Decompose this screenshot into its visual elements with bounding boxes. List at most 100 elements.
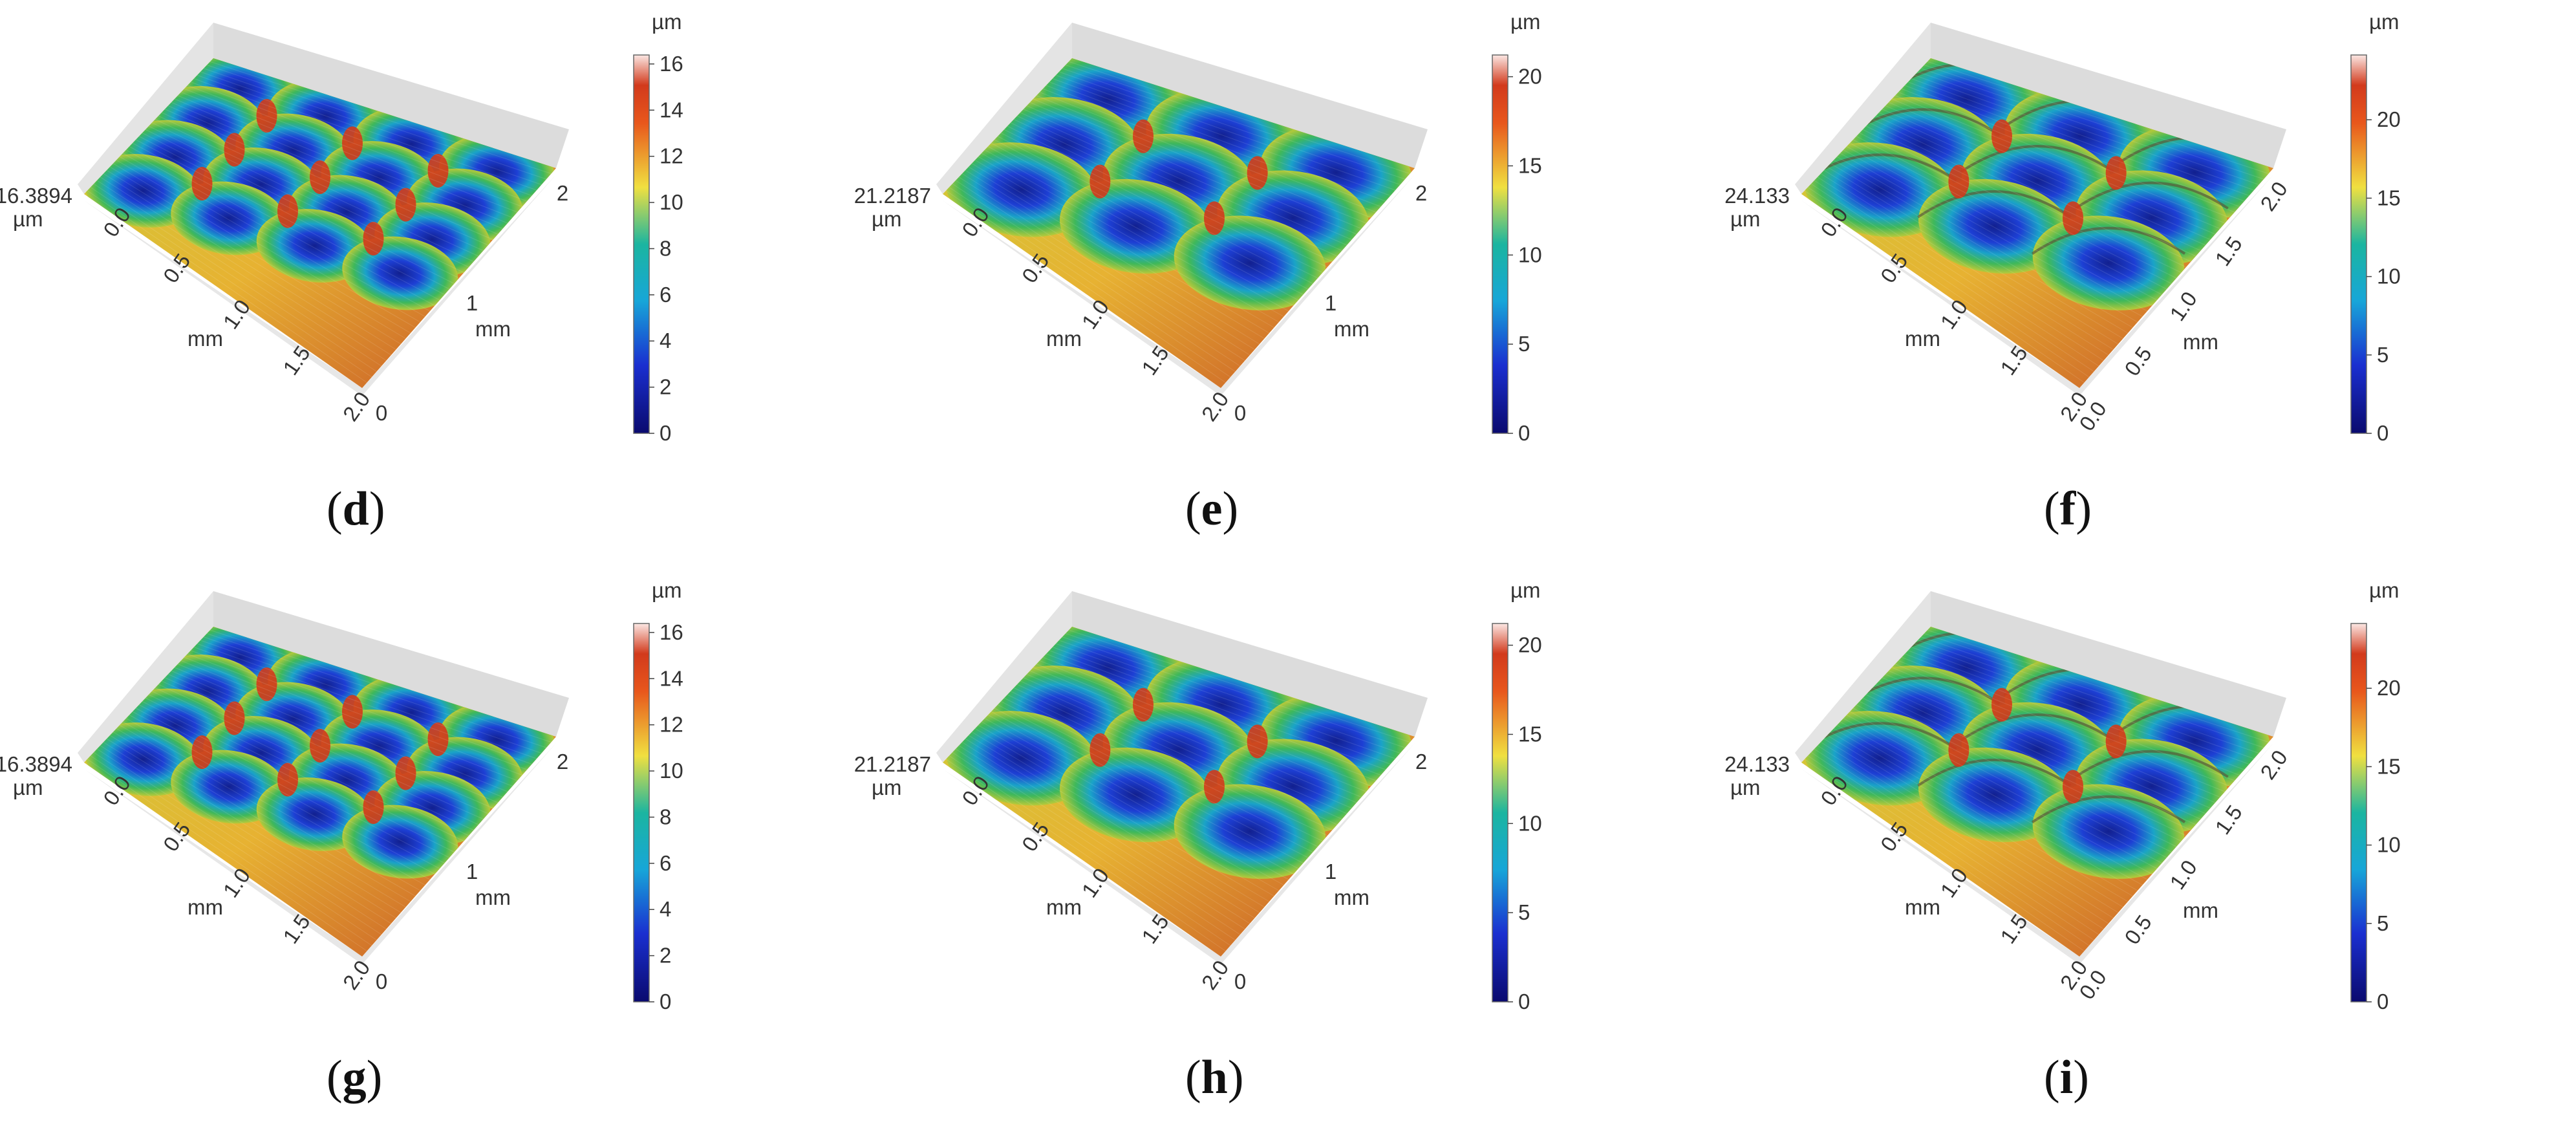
- colorbar-tick-label: 10: [660, 190, 683, 214]
- colorbar: [1492, 54, 1508, 434]
- surface-panel-i: 24.133 µm 0.0 0.5 1.0 1.5 2.0 mm 0.0 0.5 1.0 1.5 2.0…: [1717, 568, 2576, 1137]
- x-unit-label: mm: [1905, 327, 1940, 351]
- panel-caption: (f): [2044, 482, 2092, 536]
- y-tick-label: 1.0: [2165, 287, 2202, 325]
- x-tick-label: 2.0: [338, 956, 375, 994]
- y-tick-label: 1.5: [2210, 232, 2247, 270]
- dimple: [2032, 784, 2185, 879]
- x-unit-label: mm: [1905, 895, 1940, 919]
- colorbar-tick-label: 4: [660, 329, 671, 352]
- dimple: [1060, 747, 1212, 843]
- colorbar: [2350, 623, 2367, 1002]
- panel-caption: (g): [327, 1051, 383, 1104]
- colorbar-tick-label: 5: [2377, 343, 2388, 367]
- dimple: [1174, 784, 1326, 879]
- dimple: [1804, 711, 1956, 806]
- y-tick-label: 1: [1325, 291, 1336, 315]
- y-tick-label: 2.0: [2255, 177, 2292, 215]
- colorbar-tick-label: 15: [1518, 722, 1542, 746]
- colorbar-tick-label: 5: [2377, 911, 2388, 935]
- colorbar-unit: µm: [652, 10, 682, 34]
- colorbar-tick-label: 2: [660, 375, 671, 399]
- y-tick-label: 0: [1234, 969, 1246, 993]
- colorbar-tick-label: 0: [1518, 421, 1530, 445]
- y-tick-label: 1.0: [2165, 856, 2202, 894]
- colorbar-tick-label: 10: [2377, 265, 2401, 288]
- colorbar-tick-label: 5: [1518, 900, 1530, 924]
- y-tick-label: 1: [466, 860, 478, 883]
- panel-caption-letter: e: [1201, 482, 1223, 536]
- dimple: [1804, 142, 1956, 237]
- colorbar-tick-label: 16: [660, 620, 683, 644]
- colorbar-tick-label: 14: [660, 98, 683, 122]
- colorbar-tick-label: 0: [660, 421, 671, 445]
- z-max-label: 24.133: [1724, 184, 1790, 208]
- colorbar-tick-label: 12: [660, 144, 683, 168]
- y-unit-label: mm: [2183, 330, 2218, 354]
- colorbar: [1492, 623, 1508, 1002]
- z-max-label: 16.3894: [0, 184, 72, 208]
- x-tick-label: 2.0: [338, 387, 375, 426]
- y-tick-label: 2: [1415, 750, 1427, 774]
- y-tick-label: 2: [557, 750, 568, 774]
- colorbar-tick-label: 8: [660, 236, 671, 260]
- z-unit-label: µm: [13, 775, 43, 799]
- panel-caption: (h): [1185, 1051, 1244, 1104]
- x-unit-label: mm: [1046, 327, 1082, 351]
- y-tick-label: 2: [1415, 181, 1427, 205]
- colorbar-tick-label: 8: [660, 805, 671, 828]
- y-tick-label: 0: [376, 401, 387, 425]
- y-tick-label: 1: [466, 291, 478, 315]
- x-tick-label: 2.0: [1197, 956, 1234, 994]
- y-tick-label: 0: [376, 969, 387, 993]
- dimple: [945, 142, 1097, 237]
- colorbar-tick-label: 0: [2377, 421, 2388, 445]
- x-unit-label: mm: [188, 327, 223, 351]
- x-tick-label: 2.0: [1197, 387, 1234, 426]
- colorbar-unit: µm: [2369, 578, 2399, 602]
- colorbar-tick-label: 0: [2377, 990, 2388, 1013]
- panel-caption-letter: i: [2059, 1051, 2074, 1104]
- surface-panel-h: 21.2187 µm 0.0 0.5 1.0 1.5 2.0 mm 0 1 2 mm µm 0 5 10 15 2…: [854, 568, 1717, 1137]
- panel-caption: (e): [1185, 482, 1239, 536]
- colorbar-tick-label: 15: [2377, 754, 2401, 778]
- z-max-label: 24.133: [1724, 752, 1790, 776]
- z-unit-label: µm: [872, 775, 902, 799]
- colorbar-tick-label: 10: [1518, 811, 1542, 835]
- surface-panel-d: 16.3894 µm 0.0 0.5 1.0 1.5 2.0 mm 0 1 2 mm µm 0 2 4 6 8 10…: [0, 0, 859, 568]
- dimple: [2032, 215, 2185, 310]
- colorbar-unit: µm: [1510, 578, 1541, 602]
- colorbar-tick-label: 14: [660, 666, 683, 690]
- y-tick-label: 0.5: [2120, 342, 2156, 380]
- panel-caption: (d): [327, 482, 385, 536]
- colorbar: [633, 623, 650, 1002]
- surface-panel-f: 24.133 µm 0.0 0.5 1.0 1.5 2.0 mm 0.0 0.5 1.0 1.5 2.0…: [1717, 0, 2576, 568]
- y-unit-label: mm: [475, 317, 511, 341]
- colorbar-tick-label: 20: [1518, 633, 1542, 657]
- colorbar-tick-label: 10: [660, 759, 683, 783]
- x-unit-label: mm: [188, 895, 223, 919]
- y-tick-label: 2: [557, 181, 568, 205]
- colorbar-tick-label: 0: [660, 990, 671, 1013]
- surface-panel-e: 21.2187 µm 0.0 0.5 1.0 1.5 2.0 mm 0 1 2 mm µm 0 5 10 15 2…: [854, 0, 1717, 568]
- colorbar-tick-label: 2: [660, 944, 671, 968]
- z-max-label: 16.3894: [0, 752, 72, 776]
- dimple: [1918, 747, 2070, 843]
- colorbar-tick-label: 20: [2377, 676, 2401, 700]
- y-tick-label: 0.5: [2120, 911, 2156, 949]
- dimple: [1918, 179, 2070, 274]
- y-unit-label: mm: [2183, 898, 2218, 922]
- colorbar-tick-label: 10: [2377, 833, 2401, 857]
- z-max-label: 21.2187: [854, 752, 931, 776]
- colorbar-tick-label: 16: [660, 52, 683, 76]
- dimple: [1060, 179, 1212, 274]
- colorbar-tick-label: 6: [660, 283, 671, 307]
- colorbar-tick-label: 0: [1518, 990, 1530, 1013]
- colorbar-tick-label: 15: [2377, 186, 2401, 210]
- z-max-label: 21.2187: [854, 184, 931, 208]
